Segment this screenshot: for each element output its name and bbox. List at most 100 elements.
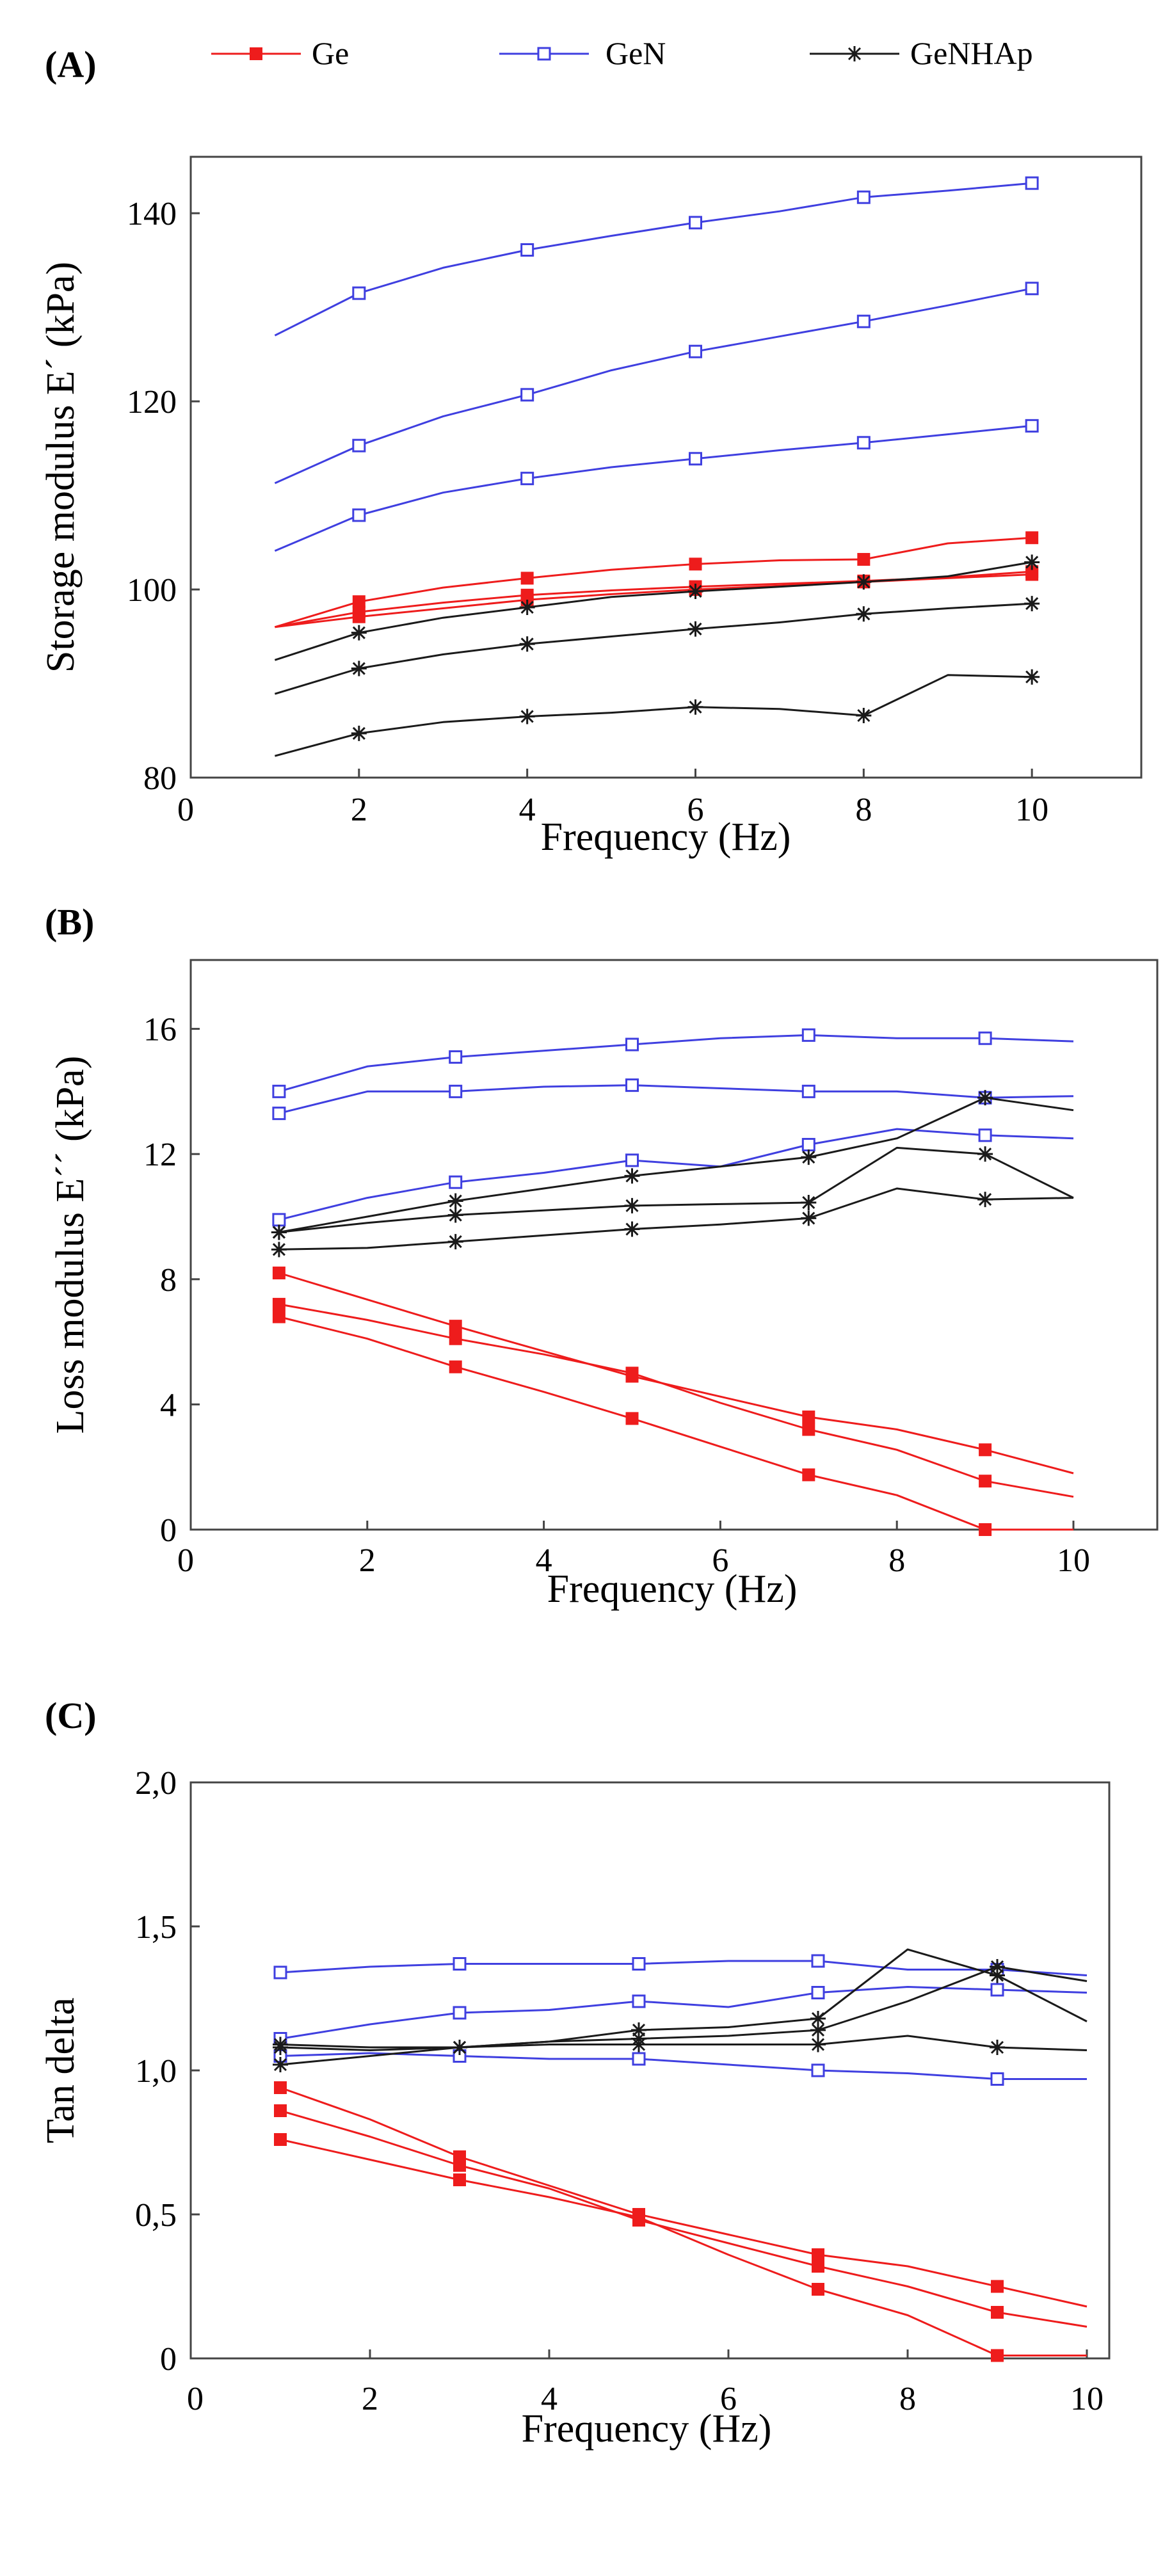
panel-b-series-genhap-8 xyxy=(271,1146,1074,1240)
panel-c-data-point xyxy=(990,1967,1005,1983)
panel-b-plot-frame xyxy=(189,959,1159,1531)
panel-c-series xyxy=(273,1948,1088,2362)
panel-a-x-tick-label: 10 xyxy=(1015,792,1048,828)
panel-c-x-tick-label: 0 xyxy=(187,2381,204,2417)
panel-b-series-line xyxy=(278,1034,1074,1092)
panel-a-series-line xyxy=(274,424,1032,552)
panel-b-data-point xyxy=(272,1084,286,1098)
panel-b-y-tick-label: 8 xyxy=(160,1262,177,1299)
panel-a-series-line xyxy=(274,182,1032,337)
panel-c-series-line xyxy=(280,2052,1087,2080)
panel-b-data-point xyxy=(801,1138,815,1152)
legend-item-ge: Ge xyxy=(211,35,349,71)
panel-a-series-line xyxy=(274,536,1032,628)
panel-a-data-point xyxy=(688,344,702,358)
panel-a-series-ge-1 xyxy=(274,531,1039,628)
panel-c-data-point xyxy=(453,2173,466,2186)
panel-a-data-point xyxy=(1025,176,1039,190)
legend-label-genhap: GeNHAp xyxy=(910,35,1033,71)
panel-c-data-point xyxy=(990,1983,1004,1997)
panel-c-data-point xyxy=(631,2036,646,2052)
panel-b-data-point xyxy=(625,1412,639,1425)
panel-c-data-point xyxy=(812,2248,824,2261)
panel-a-series-line xyxy=(274,602,1032,695)
panel-a-y-tick-label: 120 xyxy=(127,384,177,420)
panel-a-data-point xyxy=(351,625,367,641)
panel-b-data-point xyxy=(624,1221,640,1237)
panel-b-data-point xyxy=(271,1242,287,1258)
panel-b-series-genhap-9 xyxy=(271,1187,1074,1258)
panel-b-series-ge-3 xyxy=(272,1310,1073,1536)
panel-b-data-point xyxy=(802,1468,815,1482)
panel-c-data-point xyxy=(990,1959,1005,1974)
panel-a-data-point xyxy=(687,584,703,599)
panel-c-data-point xyxy=(632,1994,646,2008)
panel-a-data-point xyxy=(856,606,872,622)
panel-b-series-line xyxy=(278,1187,1074,1251)
panel-b-data-point xyxy=(979,1475,992,1488)
panel-c-y-tick-label: 1,0 xyxy=(135,2053,177,2090)
panel-b-data-point xyxy=(977,1146,993,1162)
panel-a-data-point xyxy=(688,216,702,230)
panel-a-data-point xyxy=(520,388,534,402)
panel-b-series-ge-2 xyxy=(272,1297,1074,1498)
panel-a-series-line xyxy=(274,287,1032,484)
panel-b-x-tick-label: 0 xyxy=(177,1542,194,1579)
panel-a-y-axis-label: Storage modulus E´ (kPa) xyxy=(39,262,83,673)
panel-b-y-tick-label: 16 xyxy=(143,1012,177,1048)
panel-c-series-ge-1 xyxy=(274,2081,1088,2308)
panel-a-y-tick-label: 80 xyxy=(143,760,177,797)
panel-b-data-point xyxy=(271,1224,287,1240)
panel-a-ticks: 80 100 120 140 0 2 4 6 8 10 xyxy=(127,196,1048,828)
panel-b-data-point xyxy=(979,1523,992,1536)
panel-c-data-point xyxy=(274,2104,287,2117)
panel-b-data-point xyxy=(272,1297,285,1311)
panel-a-data-point xyxy=(856,314,871,328)
panel-c-series-genhap-9 xyxy=(273,2035,1088,2055)
panel-c-series-line xyxy=(280,2138,1087,2356)
legend-label-ge: Ge xyxy=(312,35,349,71)
panel-c-data-point xyxy=(990,2072,1004,2086)
panel-c-data-point xyxy=(274,2081,287,2094)
panel-c-data-point xyxy=(810,2022,826,2038)
panel-a-data-point xyxy=(687,621,703,637)
panel-b-data-point xyxy=(625,1366,639,1380)
panel-c-x-tick-label: 4 xyxy=(541,2381,558,2417)
panel-c-data-point xyxy=(991,2306,1004,2319)
panel-a-data-point xyxy=(856,190,871,204)
panel-b-x-tick-label: 2 xyxy=(359,1542,376,1579)
panel-b-data-point xyxy=(625,1078,639,1092)
panel-c-data-point xyxy=(274,2133,287,2146)
panel-a-data-point xyxy=(352,438,366,452)
panel-c: (C) 0 0,5 1,0 1,5 2,0 0 2 4 6 8 10 Tan delta Frequ… xyxy=(39,1695,1111,2451)
panel-b-data-point xyxy=(979,1443,992,1457)
panel-b-data-point xyxy=(449,1175,463,1189)
panel-b-series-line xyxy=(278,1316,1073,1531)
panel-a-data-point xyxy=(1024,554,1040,570)
panel-b-x-axis-label: Frequency (Hz) xyxy=(547,1567,798,1611)
panel-b-data-point xyxy=(447,1234,463,1250)
panel-a-data-point xyxy=(519,708,535,724)
panel-a-data-point xyxy=(856,574,872,590)
panel-b-series-line xyxy=(278,1303,1074,1498)
legend-marker-ge xyxy=(250,47,262,60)
panel-c-data-point xyxy=(990,2040,1005,2055)
panel-a-data-point xyxy=(689,557,702,571)
panel-a-series-genhap-7 xyxy=(274,554,1040,661)
panel-c-x-tick-label: 10 xyxy=(1070,2381,1104,2417)
panel-a-series-gen-6 xyxy=(274,419,1039,552)
panel-b-data-point xyxy=(801,1194,817,1210)
panel-c-series-line xyxy=(280,1960,1088,1976)
panel-c-series-line xyxy=(280,2109,1088,2328)
panel-a-data-point xyxy=(352,610,365,623)
panel-a-series-line xyxy=(274,561,1032,661)
panel-b-data-point xyxy=(802,1423,815,1436)
panel-a-data-point xyxy=(1025,531,1039,545)
legend-item-genhap: GeNHAp xyxy=(810,35,1033,71)
panel-c-data-point xyxy=(812,2260,824,2273)
panel-b-label: (B) xyxy=(45,901,94,943)
panel-c-data-point xyxy=(991,2349,1004,2362)
panel-a-data-point xyxy=(688,452,702,466)
panel-a-series-genhap-8 xyxy=(274,596,1040,695)
panel-c-data-point xyxy=(453,2006,467,2020)
